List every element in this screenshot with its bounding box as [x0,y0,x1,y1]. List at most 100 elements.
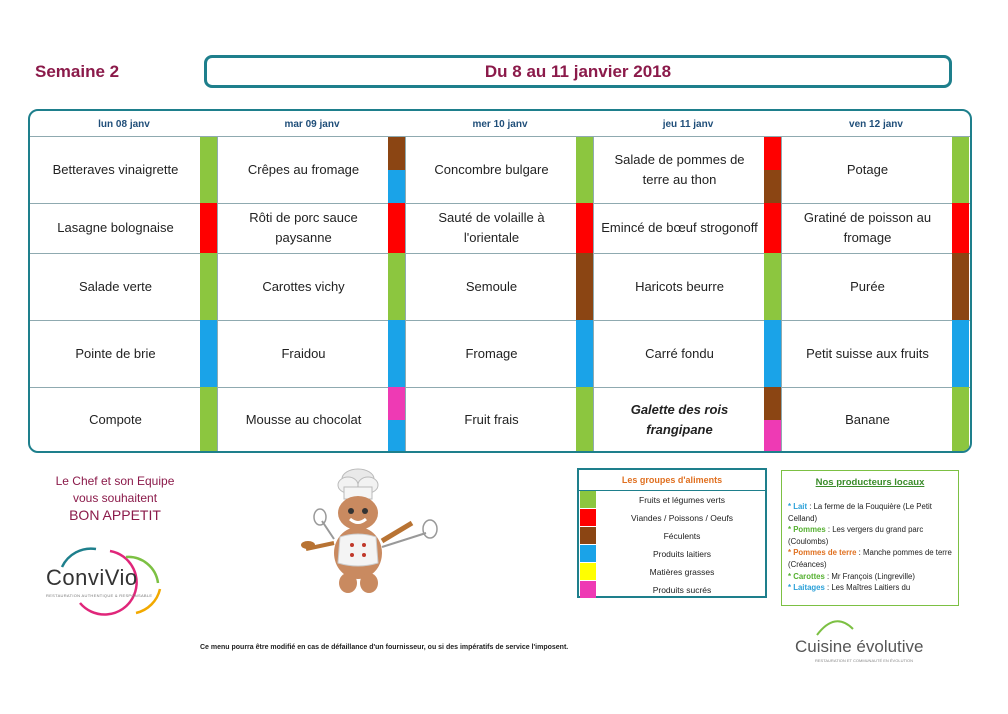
food-group-row: Produits sucrés [579,581,765,599]
day-header: jeu 11 janv [662,118,714,130]
row-divider [30,253,970,254]
local-producers-title: Nos producteurs locaux [815,477,925,488]
day-header: mar 09 janv [284,118,340,130]
convivio-swirl-icon [60,547,162,616]
food-group-bar-viandes [388,203,405,253]
menu-dish: Gratiné de poisson au fromage [803,210,932,245]
date-range-title: Du 8 au 11 janvier 2018 [204,55,952,88]
food-group-row: Féculents [579,527,765,545]
food-groups-title: Les groupes d'aliments [579,470,765,491]
column-divider [217,137,218,451]
menu-dish: Petit suisse aux fruits [806,345,929,361]
producer-item: * Pommes : Les vergers du grand parc (Co… [788,524,952,547]
food-group-swatch [580,527,596,544]
food-group-bar-feculents [388,137,405,170]
food-group-bar-laitiers [576,320,593,387]
day-header: mer 10 janv [472,118,528,130]
menu-dish: Concombre bulgare [434,162,549,177]
menu-dish: Fruit frais [464,412,519,427]
food-group-bar-laitiers [388,320,405,387]
chef-line-1: Le Chef et son Equipe [55,474,175,488]
menu-dish: Lasagne bolognaise [57,220,174,235]
menu-dish: Potage [846,162,889,177]
local-producers-box: Nos producteurs locaux * Lait : La ferme… [781,470,959,606]
producer-bullet: * [788,571,794,581]
food-group-bar-fruits-legumes [952,387,969,451]
producer-item: * Pommes de terre : Manche pommes de ter… [788,547,952,570]
food-group-bar-feculents [764,387,781,420]
food-group-row: Viandes / Poissons / Oeufs [579,509,765,527]
producer-item: * Lait : La ferme de la Fouquière (Le Pe… [788,501,952,524]
producer-bullet: * [788,583,794,593]
column-divider [405,137,406,451]
disclaimer-text: Ce menu pourra être modifié en cas de dé… [200,644,569,651]
local-producers-list: * Lait : La ferme de la Fouquière (Le Pe… [788,501,952,594]
menu-dish: Banane [845,412,890,427]
menu-dish: Crêpes au fromage [247,162,360,177]
producer-product: Pommes [793,525,826,535]
food-group-bar-fruits-legumes [576,387,593,451]
chef-line-2: vous souhaitent [72,491,158,505]
food-group-bar-fruits-legumes [200,137,217,203]
food-group-bar-fruits-legumes [388,253,405,320]
menu-dish: Fromage [465,345,518,361]
food-group-bar-laitiers [952,320,969,387]
producer-item: * Laitages : Les Maîtres Laitiers du [788,582,952,594]
menu-dish: Rôti de porc sauce paysanne [249,210,358,245]
convivio-logo: ConviVio RESTAURATION AUTHENTIQUE & RESP… [40,543,170,618]
week-label: Semaine 2 [35,62,120,81]
day-header: ven 12 janv [849,118,903,130]
food-group-bar-sucres [764,420,781,451]
menu-dish: Sauté de volaille à l'orientale [438,210,545,245]
menu-dish: Salade de pommes de terre au thon [614,152,745,187]
menu-dish: Carottes vichy [262,278,345,294]
food-group-bar-fruits-legumes [200,387,217,451]
food-group-swatch [580,545,596,562]
producer-name: : Manche pommes de terre (Créances) [788,548,952,569]
food-group-bar-viandes [764,203,781,253]
row-divider [30,203,970,204]
producer-product: Pommes de terre [793,548,857,558]
food-group-label: Fruits et légumes verts [639,495,725,505]
food-group-bar-viandes [200,203,217,253]
header-divider [30,136,970,137]
food-group-bar-fruits-legumes [200,253,217,320]
food-group-label: Produits sucrés [652,585,712,595]
producer-name: : La ferme de la Fouquière (Le Petit Cel… [788,502,932,523]
producer-product: Carottes [793,571,825,581]
food-group-row: Fruits et légumes verts [579,491,765,509]
menu-dish: Purée [850,278,885,294]
food-group-bar-feculents [576,253,593,320]
food-group-label: Viandes / Poissons / Oeufs [631,513,733,523]
food-group-bar-fruits-legumes [576,137,593,203]
cuisine-tagline: RESTAURATION ET COMMUNAUTÉ EN ÉVOLUTION [815,658,914,663]
menu-dish: Betteraves vinaigrette [52,162,179,177]
menu-dish: Salade verte [79,278,152,294]
producer-name: : Mr François (Lingreville) [824,571,915,581]
menu-dish: Haricots beurre [635,278,724,294]
food-group-label: Produits laitiers [652,549,712,559]
cuisine-evolutive-logo: Cuisine évolutive RESTAURATION ET COMMUN… [795,615,945,665]
food-group-bar-fruits-legumes [952,137,969,203]
menu-dish: Semoule [465,278,518,294]
food-group-row: Matières grasses [579,563,765,581]
food-group-label: Matières grasses [649,567,715,577]
food-group-swatch [580,563,596,580]
food-group-bar-feculents [764,170,781,203]
food-group-swatch [580,491,596,508]
food-group-label: Féculents [663,531,701,541]
food-group-row: Produits laitiers [579,545,765,563]
food-groups-legend: Les groupes d'aliments Fruits et légumes… [577,468,767,598]
menu-table: lun 08 janv mar 09 janv mer 10 janv jeu 11 … [28,109,972,453]
chef-message: Le Chef et son Equipe vous souhaitent BO… [30,473,200,524]
column-divider [781,137,782,451]
convivio-tagline: RESTAURATION AUTHENTIQUE & RESPONSABLE [46,593,153,598]
row-divider [30,387,970,388]
menu-dish: Mousse au chocolat [245,412,362,427]
row-divider [30,320,970,321]
cuisine-swoosh-icon [816,620,854,636]
chef-line-3: BON APPETIT [69,507,161,523]
chef-mascot-icon [301,468,438,593]
producer-name: : Les vergers du grand parc (Coulombs) [788,525,924,546]
food-group-bar-sucres [388,387,405,420]
